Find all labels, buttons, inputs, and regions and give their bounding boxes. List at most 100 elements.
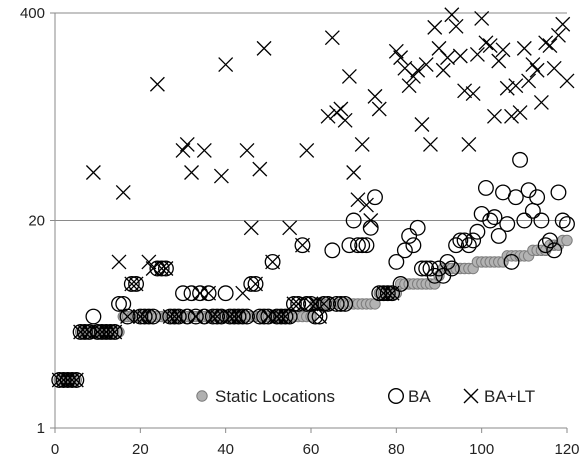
point-ba-lt (516, 40, 532, 56)
point-ba (136, 308, 153, 325)
point-ba (507, 189, 524, 206)
point-ba-lt (252, 161, 268, 177)
y-tick-label: 20 (28, 213, 45, 230)
point-ba-lt (478, 35, 494, 51)
point-ba-lt (474, 10, 490, 26)
point-ba (328, 295, 345, 312)
point-ba-lt (158, 261, 174, 276)
point-ba-lt (320, 108, 336, 124)
point-ba (221, 308, 238, 325)
point-ba-lt (64, 372, 80, 388)
point-ba (298, 295, 315, 312)
point-ba-lt (265, 254, 281, 270)
point-ba-lt (529, 62, 545, 78)
point-ba-lt (154, 261, 170, 276)
series-ba-lt (51, 7, 575, 388)
point-ba (273, 308, 290, 325)
point-ba (68, 372, 85, 388)
point-ba (102, 324, 119, 340)
point-ba (145, 308, 162, 325)
point-ba-lt (213, 168, 229, 184)
point-ba-lt (491, 53, 507, 69)
point-ba (213, 308, 230, 325)
point-ba (226, 308, 243, 325)
point-ba (396, 242, 413, 259)
point-ba-lt (290, 296, 306, 312)
point-ba-lt (533, 94, 549, 110)
point-ba (277, 308, 294, 325)
point-ba-lt (457, 83, 473, 99)
point-ba (337, 295, 354, 312)
point-ba (332, 295, 349, 312)
point-ba-lt (188, 309, 204, 324)
legend-label-static-locations: Static Locations (215, 387, 335, 406)
point-ba (524, 202, 541, 219)
legend-label-ba: BA (408, 387, 431, 406)
point-ba (132, 308, 149, 325)
point-ba-lt (542, 38, 558, 54)
point-ba-lt (487, 108, 502, 124)
x-tick-label: 120 (554, 441, 579, 458)
point-ba (89, 324, 106, 340)
point-ba (175, 285, 191, 302)
point-ba (200, 285, 217, 302)
point-ba-lt (371, 101, 387, 117)
point-ba (51, 372, 68, 388)
legend-marker-ba (388, 388, 405, 405)
point-ba-lt (388, 43, 404, 59)
point-ba-lt (184, 165, 199, 180)
x-tick-label: 100 (469, 441, 494, 458)
point-ba (546, 242, 563, 259)
point-ba (324, 242, 341, 259)
point-ba (55, 372, 72, 388)
point-ba-lt (401, 78, 417, 94)
legend: Static Locations BA BA+LT (190, 380, 562, 414)
point-ba (512, 151, 529, 168)
point-ba-lt (393, 50, 409, 66)
point-ba (247, 276, 264, 292)
point-ba-lt (359, 197, 374, 213)
point-ba (460, 237, 477, 254)
point-ba (465, 232, 482, 249)
point-ba (320, 295, 337, 312)
point-ba (541, 232, 558, 249)
point-ba (367, 189, 383, 206)
point-ba-lt (452, 48, 468, 64)
point-ba (149, 260, 166, 277)
point-ba (486, 209, 503, 226)
point-ba (392, 276, 409, 292)
x-tick-label: 80 (388, 441, 405, 458)
point-ba-lt (218, 57, 234, 73)
point-ba-lt (192, 285, 208, 301)
point-ba-lt (167, 309, 182, 324)
point-ba (85, 308, 102, 325)
point-ba (401, 228, 418, 244)
x-tick-label: 60 (303, 441, 320, 458)
point-ba (375, 285, 392, 302)
point-ba (452, 232, 469, 249)
point-ba (379, 285, 396, 302)
point-ba-lt (546, 60, 562, 76)
point-ba (516, 212, 533, 229)
point-ba (153, 260, 170, 277)
point-ba (179, 308, 196, 325)
point-ba (490, 228, 507, 244)
legend-item-ba: BA (388, 387, 431, 406)
point-ba (192, 285, 209, 302)
point-ba-lt (299, 142, 315, 158)
point-ba (59, 372, 76, 388)
point-ba-lt (277, 309, 293, 324)
point-ba-lt (286, 296, 302, 312)
point-ba (268, 308, 285, 325)
point-ba-lt (175, 142, 191, 158)
point-ba-lt (201, 285, 217, 301)
point-ba (81, 324, 98, 340)
point-ba-lt (469, 46, 485, 62)
point-ba-lt (132, 309, 148, 324)
point-ba (260, 308, 277, 325)
point-ba (307, 308, 324, 325)
point-ba-lt (559, 73, 575, 89)
point-ba-lt (337, 112, 353, 128)
